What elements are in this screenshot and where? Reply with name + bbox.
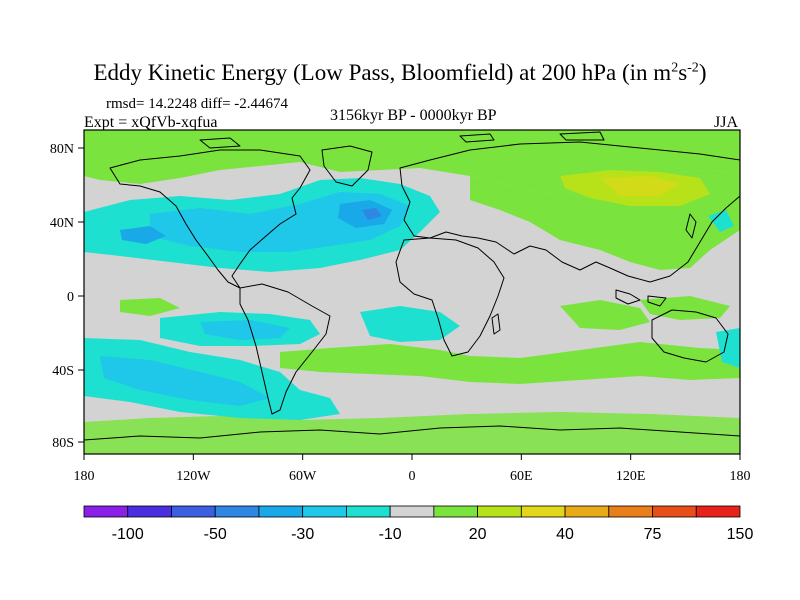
south-atlantic-cyan [360, 306, 460, 342]
japan-coast [685, 213, 697, 239]
colorbar-swatch [564, 505, 610, 518]
lon-tick-label: 0 [409, 469, 416, 484]
colorbar-swatch [433, 505, 479, 518]
rmsd-stats: rmsd= 14.2248 diff= -2.44674 [106, 96, 289, 112]
indonesia-coast [615, 289, 667, 307]
colorbar-swatch [258, 505, 304, 518]
colorbar-label: 40 [556, 526, 574, 543]
atlantic-deep-core [362, 208, 382, 220]
colorbar-swatch [520, 505, 566, 518]
antarctic-band [84, 412, 740, 454]
colorbar-swatch [171, 505, 216, 518]
lon-tick-label: 60E [510, 469, 533, 484]
lat-tick-label: 80S [52, 436, 74, 451]
coastlines [84, 131, 740, 441]
colorbar-label: -50 [204, 526, 227, 543]
colorbar-swatch [477, 505, 522, 518]
experiment-label: Expt = xQfVb-xqfua [84, 114, 218, 131]
latitude-ticks: 80N 40N 0 40S 80S [50, 142, 84, 451]
africa-coast [395, 237, 505, 357]
colorbar-swatch [652, 505, 697, 518]
lat-tick-label: 80N [50, 142, 74, 157]
madagascar-coast [491, 313, 501, 335]
colorbar-label: -100 [112, 526, 144, 543]
colorbar: -100 -50 -30 -10 20 40 75 150 [83, 505, 754, 543]
indian-ocean-green [560, 300, 650, 330]
longitude-ticks: 180 120W 60W 0 60E 120E 180 [74, 454, 751, 484]
colorbar-swatch [695, 505, 741, 518]
colorbar-swatch [389, 505, 435, 518]
colorbar-label: -30 [291, 526, 314, 543]
lon-tick-label: 180 [74, 469, 95, 484]
antarctica-coast [84, 425, 740, 441]
map-panel [84, 130, 740, 454]
lat-tick-label: 0 [67, 290, 74, 305]
colorbar-swatch [345, 505, 391, 518]
east-pacific-green [120, 298, 180, 316]
period-label: 3156kyr BP - 0000kyr BP [330, 107, 497, 124]
lon-tick-label: 120E [616, 469, 646, 484]
colorbar-label: 75 [644, 526, 662, 543]
greenland-coast [321, 145, 373, 187]
arctic-islands [199, 131, 605, 149]
australia-cyan [716, 328, 740, 368]
asia-yellow-core [600, 176, 680, 196]
colorbar-swatch [302, 505, 347, 518]
tropical-pacific-cyan-mid [200, 320, 290, 340]
colorbar-swatch [127, 505, 172, 518]
east-asia-cyan [708, 210, 734, 232]
europe-asia-coast [399, 141, 740, 283]
season-label: JJA [714, 114, 739, 131]
southern-band [280, 342, 740, 384]
north-america-coast [109, 149, 311, 289]
plot-title: Eddy Kinetic Energy (Low Pass, Bloomfiel… [93, 60, 707, 85]
south-pacific-cyan-mid [100, 356, 270, 406]
lat-tick-label: 40N [50, 216, 74, 231]
south-america-coast [239, 283, 331, 415]
lon-tick-label: 60W [289, 469, 317, 484]
pacific-core [120, 226, 166, 244]
colorbar-swatch [83, 505, 129, 518]
colorbar-label: -10 [379, 526, 402, 543]
lat-tick-label: 40S [52, 364, 74, 379]
lon-tick-label: 180 [730, 469, 751, 484]
colorbar-label: 150 [727, 526, 754, 543]
colorbar-swatch [608, 505, 653, 518]
lon-tick-label: 120W [176, 469, 211, 484]
colorbar-label: 20 [469, 526, 487, 543]
australia-coast [651, 309, 729, 363]
colorbar-swatch [214, 505, 260, 518]
